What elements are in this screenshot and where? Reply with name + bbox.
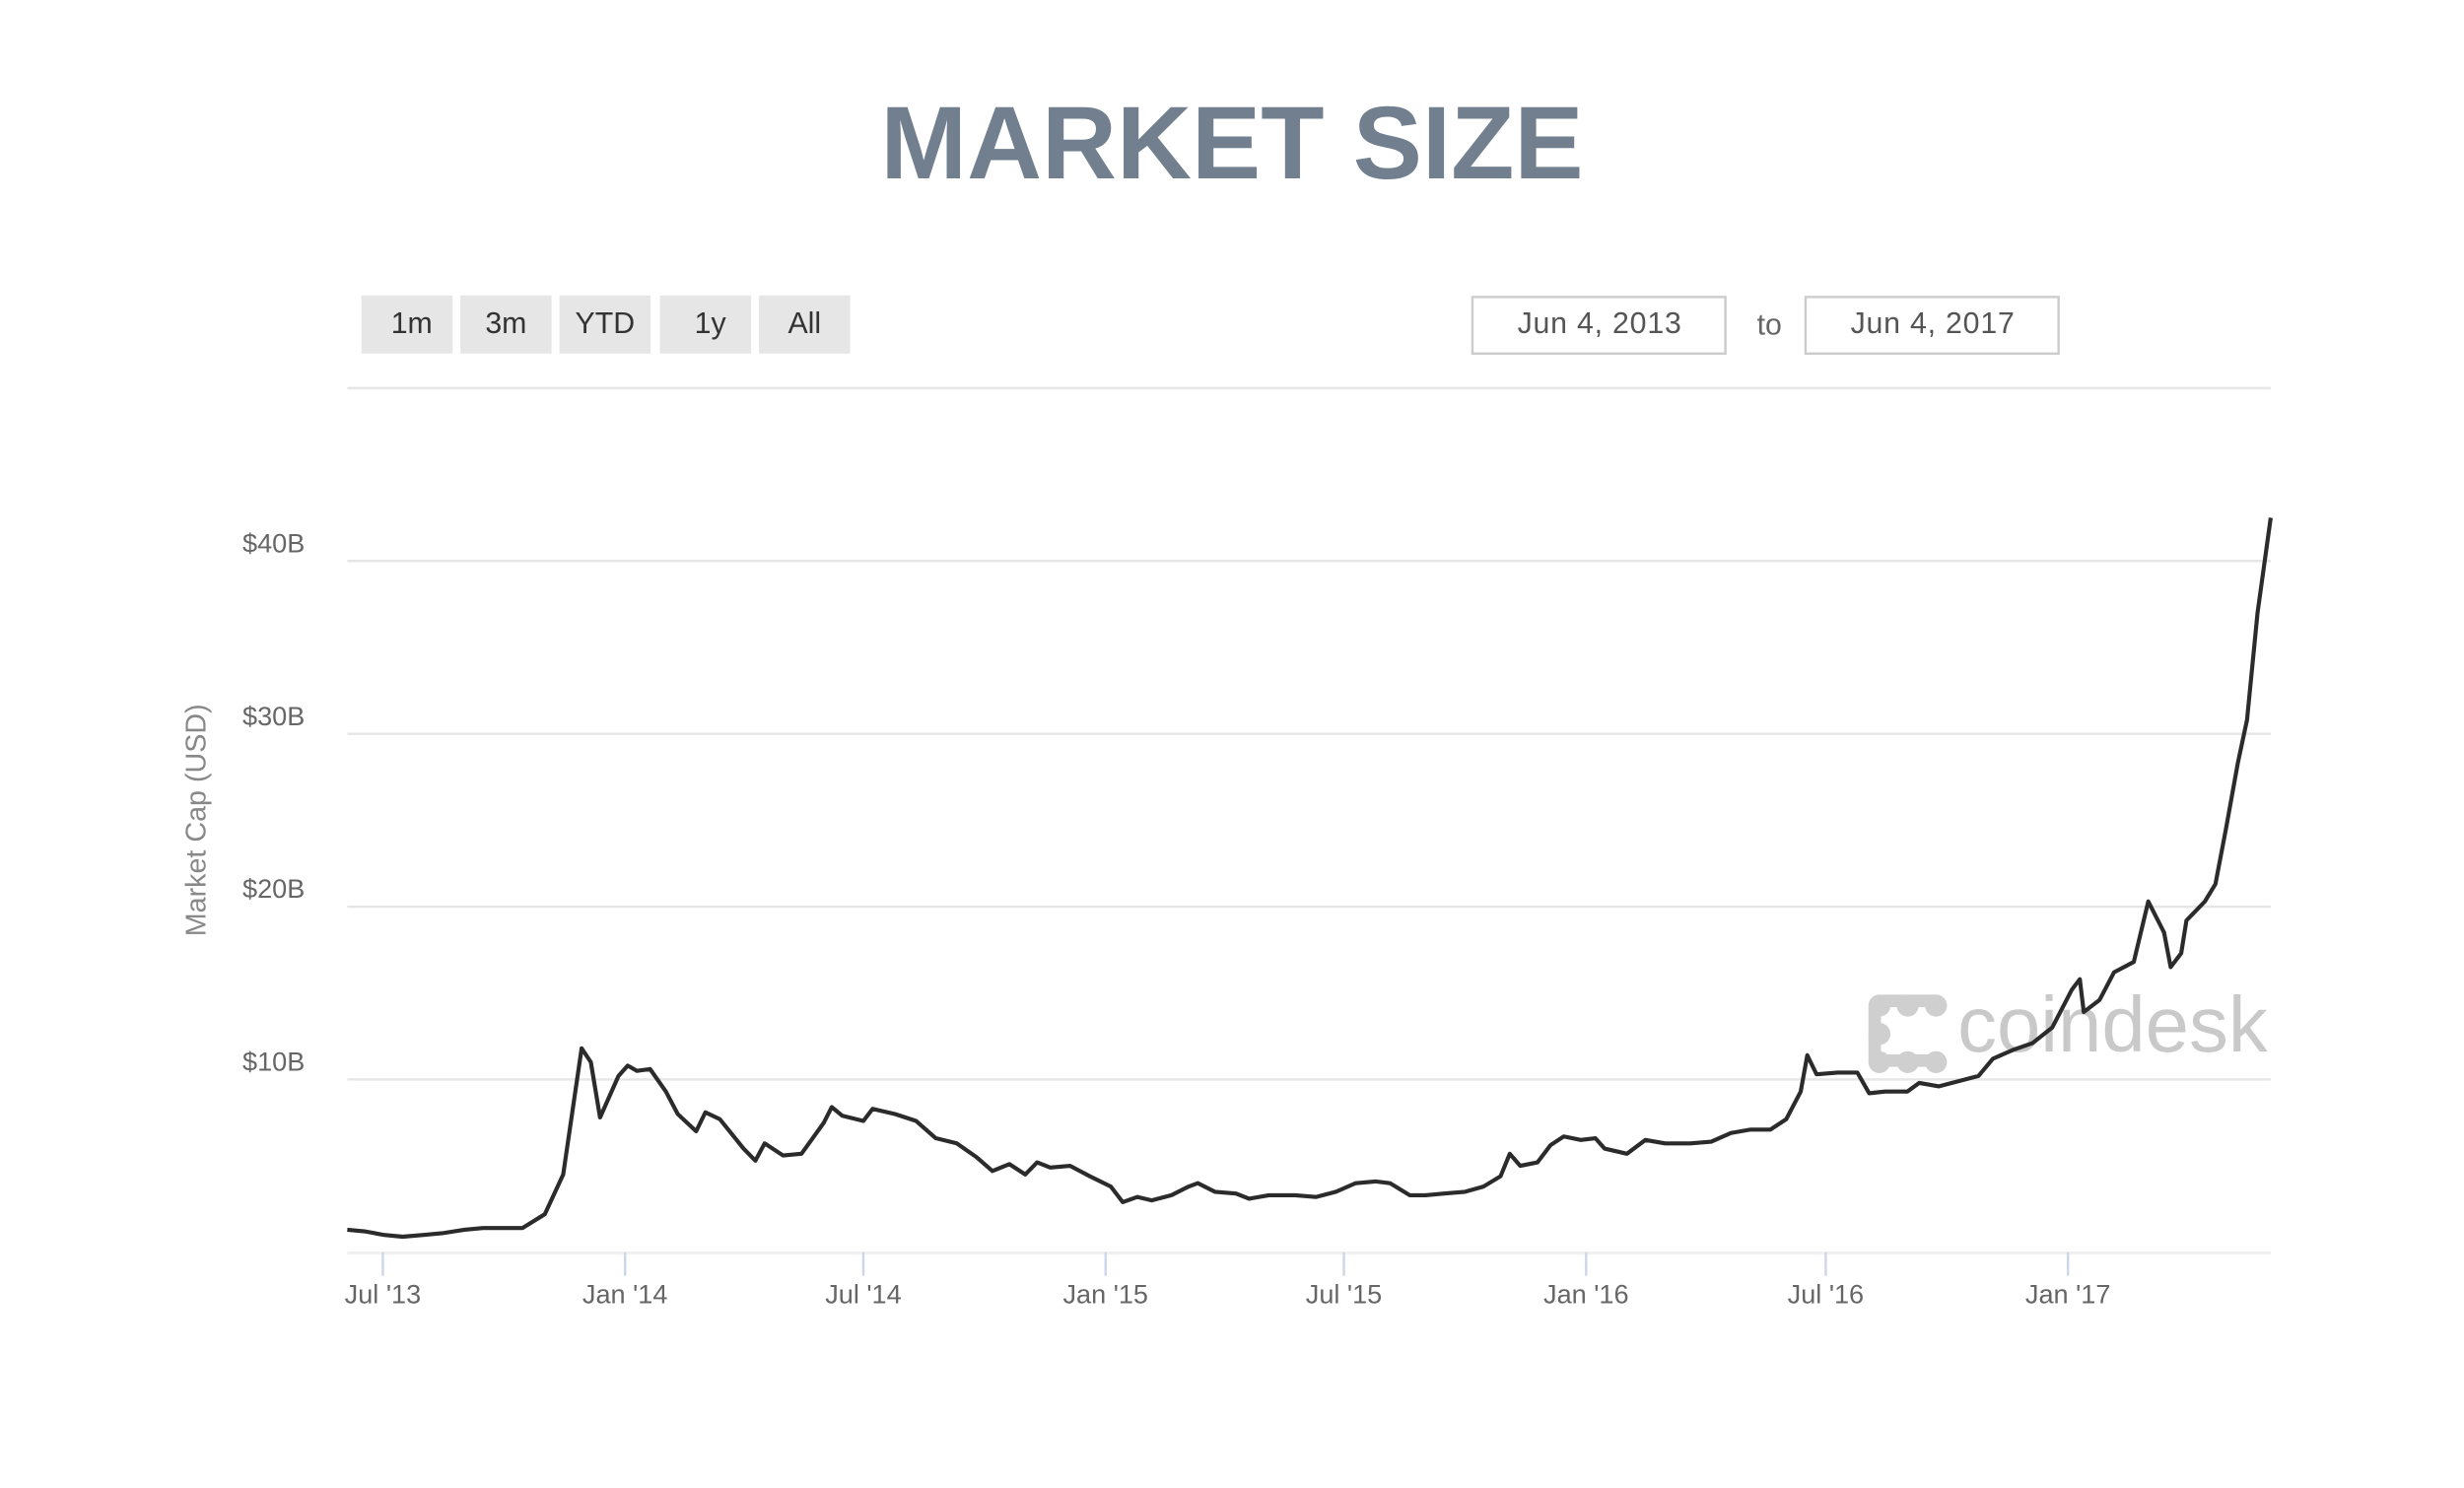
x-tick-label: Jul '14 (825, 1279, 901, 1310)
y-tick-label: $10B (242, 1047, 305, 1077)
date-input[interactable]: Jun 4, 2017 (1804, 296, 2060, 355)
x-tick-label: Jul '15 (1306, 1279, 1382, 1310)
x-tick-label: Jan '16 (1543, 1279, 1629, 1310)
date-from[interactable]: Jun 4, 2013 (1518, 307, 1682, 340)
range-label[interactable]: 1y (695, 307, 727, 340)
x-tick-label: Jan '14 (582, 1279, 668, 1310)
date-input[interactable]: Jun 4, 2013 (1471, 296, 1727, 355)
x-tick-label: Jul '13 (345, 1279, 421, 1310)
y-axis-title: Market Cap (USD) (180, 704, 212, 936)
y-tick-label: $20B (242, 873, 305, 904)
chart-title: MARKET SIZE (880, 86, 1583, 201)
range-button[interactable]: All (759, 295, 851, 354)
y-tick-label: $30B (242, 701, 305, 731)
range-button[interactable]: 1m (361, 295, 453, 354)
range-label[interactable]: YTD (576, 307, 636, 340)
range-label[interactable]: 3m (485, 307, 526, 340)
range-label[interactable]: All (787, 307, 821, 340)
range-button[interactable]: 3m (460, 295, 552, 354)
series-line (347, 517, 2273, 1240)
date-to[interactable]: Jun 4, 2017 (1851, 307, 2016, 340)
y-tick-label: $40B (242, 527, 305, 558)
x-tick-label: Jul '16 (1788, 1279, 1864, 1310)
date-separator: to (1757, 309, 1782, 342)
x-tick-label: Jan '15 (1062, 1279, 1148, 1310)
watermark-logo (1868, 994, 1948, 1074)
x-tick-label: Jan '17 (2025, 1279, 2111, 1310)
range-label[interactable]: 1m (391, 307, 433, 340)
range-button[interactable]: YTD (559, 295, 651, 354)
range-button[interactable]: 1y (659, 295, 752, 354)
